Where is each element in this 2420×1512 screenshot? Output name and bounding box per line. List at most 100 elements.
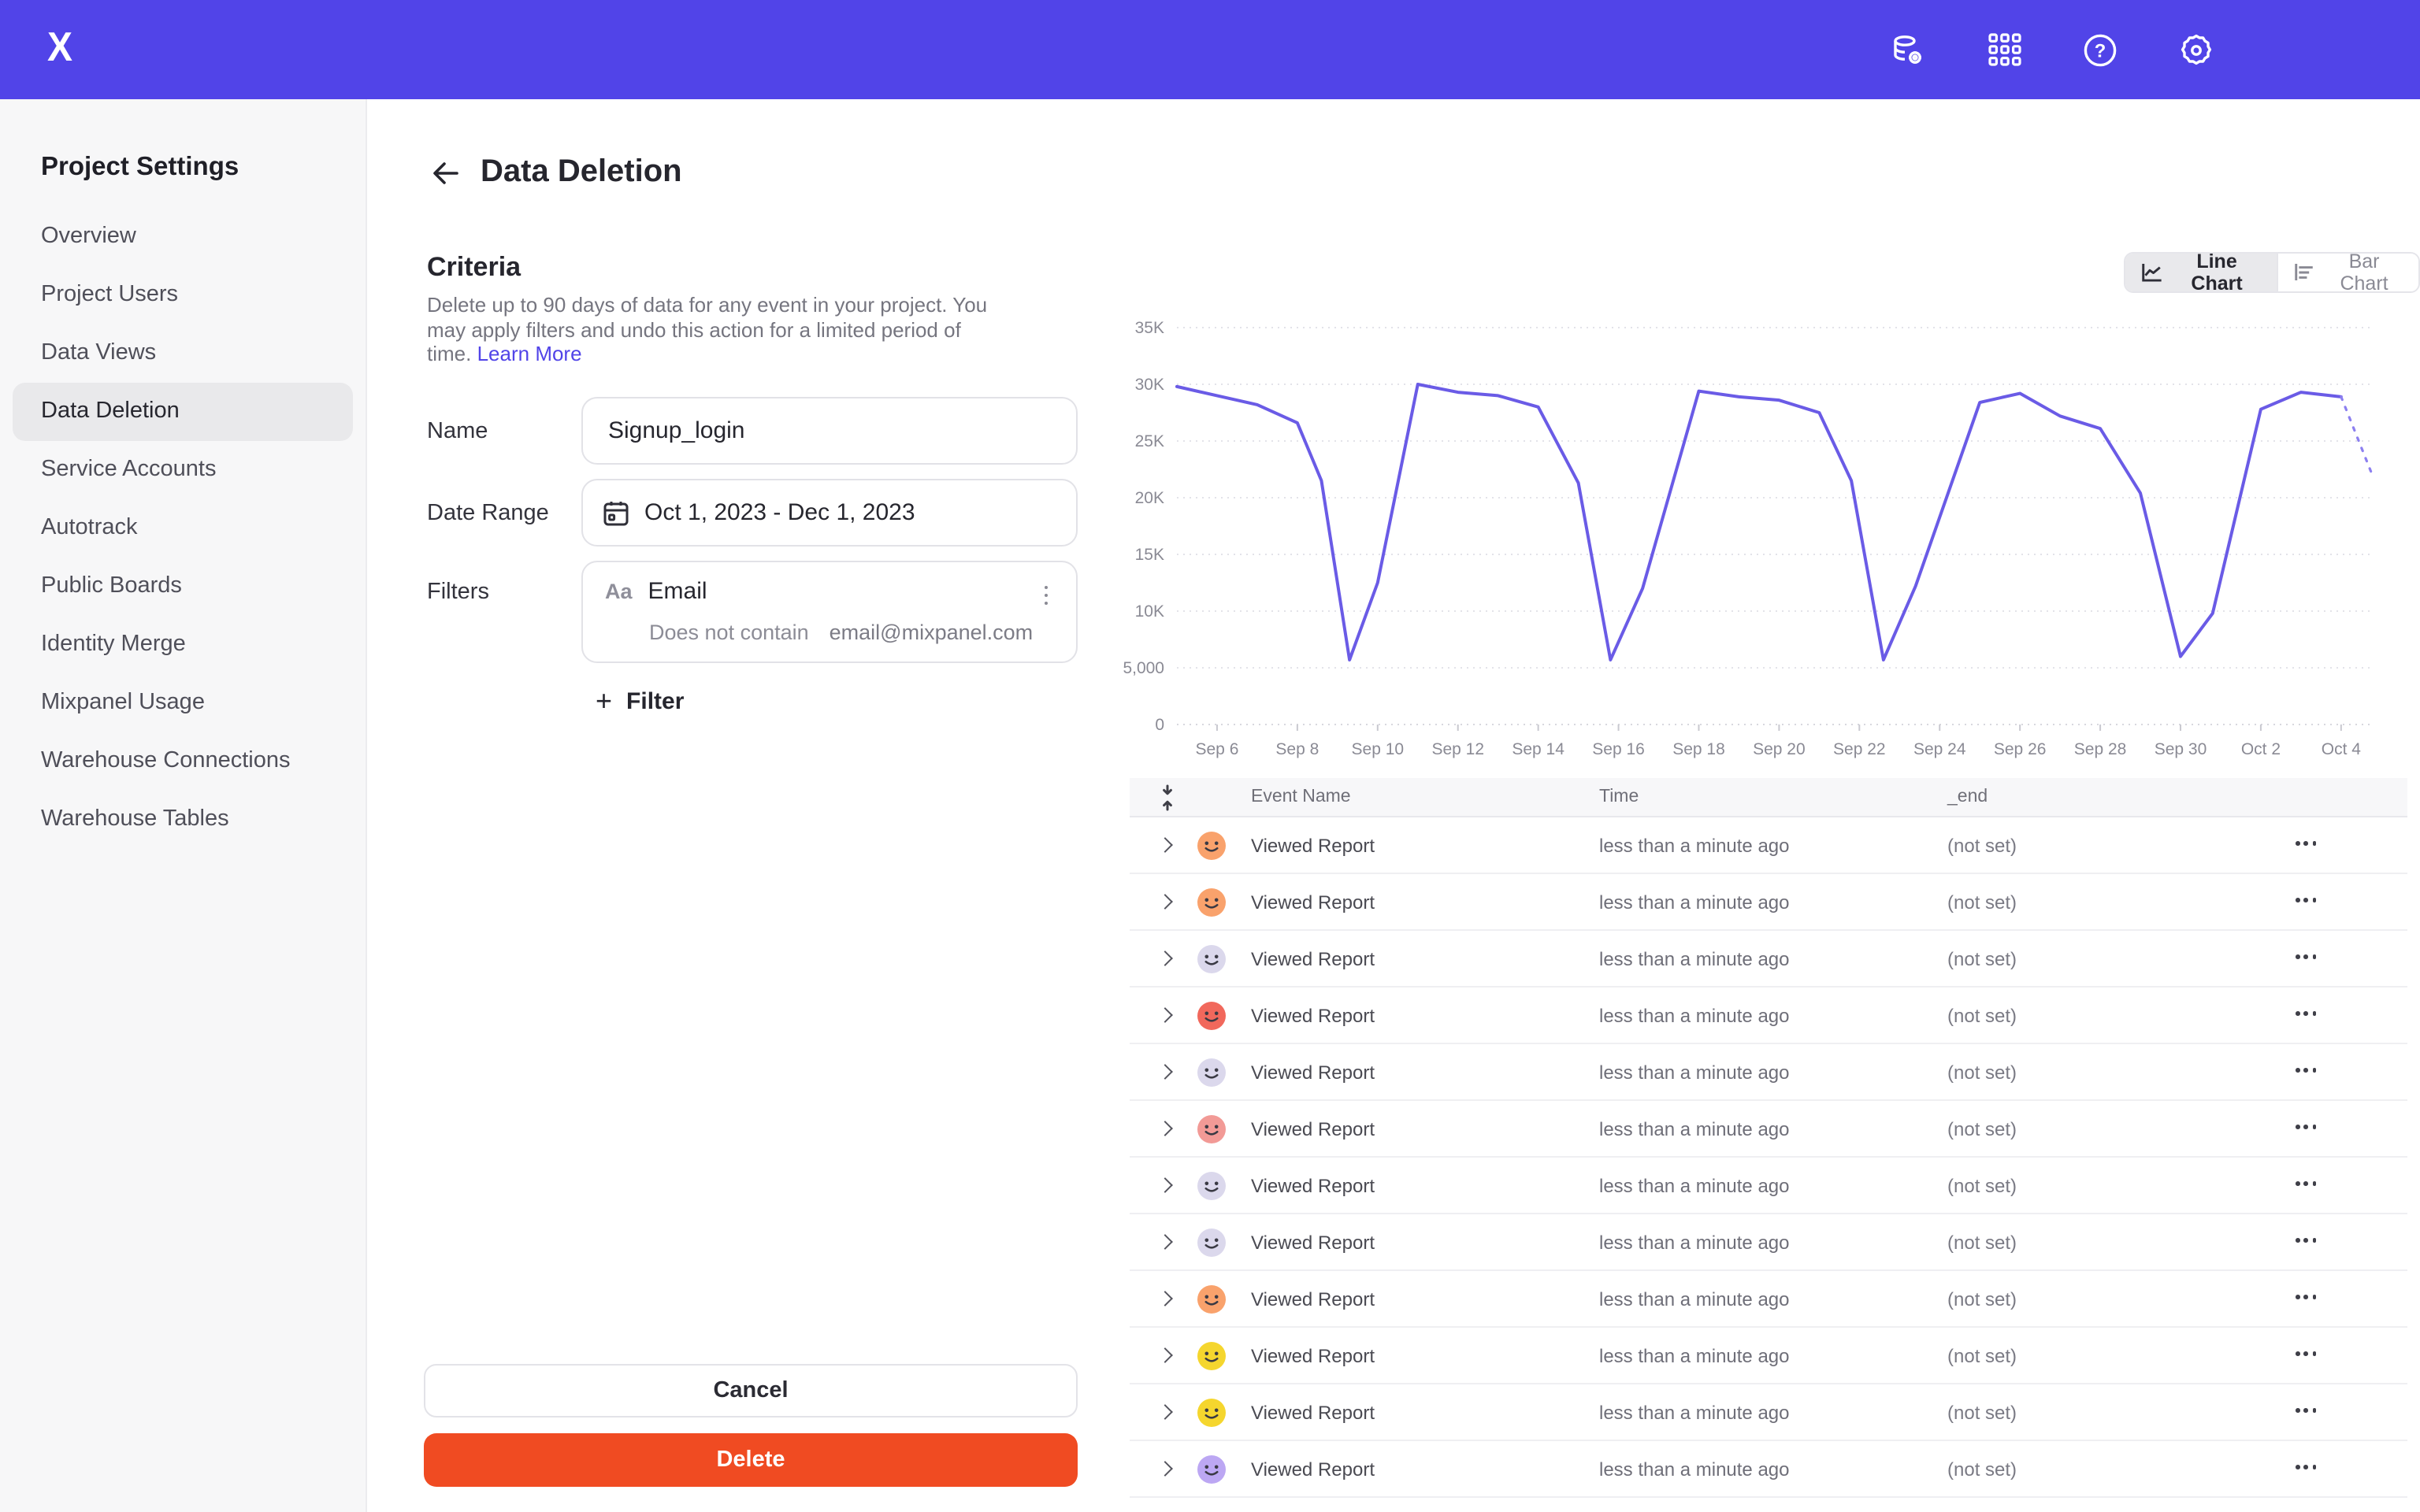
expand-row-chevron-icon[interactable] — [1157, 1121, 1173, 1136]
column-header-time[interactable]: Time — [1599, 788, 1639, 806]
table-rows: Viewed Report less than a minute ago (no… — [1130, 817, 2407, 1512]
column-header-end[interactable]: _end — [1947, 788, 1988, 806]
date-range-field[interactable]: Oct 1, 2023 - Dec 1, 2023 — [581, 479, 1078, 547]
chart-type-toggle: Line Chart Bar Chart — [2124, 252, 2420, 293]
event-name-cell[interactable]: Viewed Report — [1251, 1345, 1375, 1367]
sidebar-item-warehouse-tables[interactable]: Warehouse Tables — [41, 806, 229, 832]
add-filter-button[interactable]: + Filter — [596, 687, 684, 715]
plus-icon: + — [596, 685, 613, 717]
back-arrow-icon — [433, 162, 458, 184]
sidebar-item-service-accounts[interactable]: Service Accounts — [41, 457, 217, 482]
time-cell: less than a minute ago — [1599, 1175, 1790, 1197]
criteria-description: Delete up to 90 days of data for any eve… — [427, 293, 1007, 366]
bar-chart-toggle[interactable]: Bar Chart — [2277, 254, 2418, 291]
bar-chart-toggle-label: Bar Chart — [2340, 252, 2388, 293]
line-chart-toggle[interactable]: Line Chart — [2125, 254, 2277, 291]
sidebar-item-data-views[interactable]: Data Views — [41, 340, 157, 365]
expand-row-chevron-icon[interactable] — [1157, 894, 1173, 910]
user-avatar — [1197, 1002, 1226, 1030]
filter-value[interactable]: email@mixpanel.com — [829, 621, 1034, 644]
event-name-cell[interactable]: Viewed Report — [1251, 1175, 1375, 1197]
expand-row-chevron-icon[interactable] — [1157, 951, 1173, 966]
row-actions-ellipsis-icon[interactable] — [2296, 1295, 2317, 1299]
event-name-cell[interactable]: Viewed Report — [1251, 1232, 1375, 1254]
apps-grid-icon[interactable] — [1985, 31, 2023, 69]
sidebar-item-project-users[interactable]: Project Users — [41, 282, 179, 307]
sort-rows-icon[interactable] — [1156, 784, 1178, 811]
row-actions-ellipsis-icon[interactable] — [2296, 1181, 2317, 1186]
event-name-cell[interactable]: Viewed Report — [1251, 891, 1375, 914]
row-actions-ellipsis-icon[interactable] — [2296, 1068, 2317, 1073]
filter-operator[interactable]: Does not contain — [649, 621, 809, 644]
table-row: Viewed Report less than a minute ago (no… — [1130, 1214, 2407, 1271]
row-actions-ellipsis-icon[interactable] — [2296, 1011, 2317, 1016]
end-cell: (not set) — [1947, 1402, 2017, 1424]
end-cell: (not set) — [1947, 1345, 2017, 1367]
expand-row-chevron-icon[interactable] — [1157, 1291, 1173, 1306]
expand-row-chevron-icon[interactable] — [1157, 1347, 1173, 1363]
sidebar-item-data-deletion[interactable]: Data Deletion — [13, 383, 353, 441]
end-cell: (not set) — [1947, 891, 2017, 914]
event-name-cell[interactable]: Viewed Report — [1251, 1288, 1375, 1310]
delete-button[interactable]: Delete — [424, 1433, 1078, 1487]
expand-row-chevron-icon[interactable] — [1157, 1234, 1173, 1250]
event-name-cell[interactable]: Viewed Report — [1251, 1118, 1375, 1140]
settings-gear-icon[interactable] — [2177, 31, 2215, 69]
event-name-cell[interactable]: Viewed Report — [1251, 948, 1375, 970]
expand-row-chevron-icon[interactable] — [1157, 1064, 1173, 1080]
row-actions-ellipsis-icon[interactable] — [2296, 1125, 2317, 1129]
time-cell: less than a minute ago — [1599, 948, 1790, 970]
chart-x-tick-label: Oct 2 — [2241, 740, 2281, 758]
row-actions-ellipsis-icon[interactable] — [2296, 898, 2317, 902]
end-cell: (not set) — [1947, 1232, 2017, 1254]
filter-property[interactable]: Email — [648, 578, 707, 605]
learn-more-link[interactable]: Learn More — [477, 342, 582, 365]
event-name-cell[interactable]: Viewed Report — [1251, 1005, 1375, 1027]
row-actions-ellipsis-icon[interactable] — [2296, 841, 2317, 846]
date-range-label: Date Range — [427, 501, 549, 526]
row-actions-ellipsis-icon[interactable] — [2296, 1351, 2317, 1356]
time-cell: less than a minute ago — [1599, 891, 1790, 914]
table-row: Viewed Report less than a minute ago (no… — [1130, 1384, 2407, 1441]
sidebar-item-warehouse-connections[interactable]: Warehouse Connections — [41, 748, 291, 773]
row-actions-ellipsis-icon[interactable] — [2296, 1408, 2317, 1413]
expand-row-chevron-icon[interactable] — [1157, 1461, 1173, 1477]
sidebar-item-autotrack[interactable]: Autotrack — [41, 515, 138, 540]
chart-x-tick-label: Sep 26 — [1994, 740, 2047, 758]
sidebar-item-overview[interactable]: Overview — [41, 224, 136, 249]
row-actions-ellipsis-icon[interactable] — [2296, 1465, 2317, 1469]
sidebar-item-public-boards[interactable]: Public Boards — [41, 573, 182, 598]
cancel-button[interactable]: Cancel — [424, 1364, 1078, 1418]
event-name-cell[interactable]: Viewed Report — [1251, 1062, 1375, 1084]
row-actions-ellipsis-icon[interactable] — [2296, 954, 2317, 959]
sidebar-item-identity-merge[interactable]: Identity Merge — [41, 632, 186, 657]
event-name-cell[interactable]: Viewed Report — [1251, 835, 1375, 857]
data-management-icon[interactable] — [1889, 31, 1927, 69]
time-cell: less than a minute ago — [1599, 1232, 1790, 1254]
events-table: Event Name Time _end Viewed Report less … — [1130, 778, 2407, 1512]
event-name-cell[interactable]: Viewed Report — [1251, 1458, 1375, 1480]
time-cell: less than a minute ago — [1599, 835, 1790, 857]
name-input[interactable] — [581, 397, 1078, 465]
event-name-cell[interactable]: Viewed Report — [1251, 1402, 1375, 1424]
add-filter-label: Filter — [626, 687, 685, 714]
back-button[interactable] — [427, 156, 465, 194]
expand-row-chevron-icon[interactable] — [1157, 1177, 1173, 1193]
chart-x-tick-label: Sep 20 — [1753, 740, 1806, 758]
table-row: Viewed Report less than a minute ago (no… — [1130, 988, 2407, 1044]
table-row: Viewed Report less than a minute ago (no… — [1130, 874, 2407, 931]
help-icon[interactable]: ? — [2081, 31, 2119, 69]
column-header-event-name[interactable]: Event Name — [1251, 788, 1351, 806]
chart-y-tick-label: 20K — [1135, 489, 1164, 507]
time-cell: less than a minute ago — [1599, 1062, 1790, 1084]
mixpanel-logo[interactable]: X — [47, 24, 72, 72]
sidebar-item-mixpanel-usage[interactable]: Mixpanel Usage — [41, 690, 205, 715]
user-avatar — [1197, 1115, 1226, 1143]
chart-y-tick-label: 30K — [1135, 376, 1164, 394]
row-actions-ellipsis-icon[interactable] — [2296, 1238, 2317, 1243]
expand-row-chevron-icon[interactable] — [1157, 1007, 1173, 1023]
expand-row-chevron-icon[interactable] — [1157, 837, 1173, 853]
name-label: Name — [427, 419, 488, 444]
filter-options-kebab-icon[interactable] — [1035, 580, 1057, 611]
expand-row-chevron-icon[interactable] — [1157, 1404, 1173, 1420]
